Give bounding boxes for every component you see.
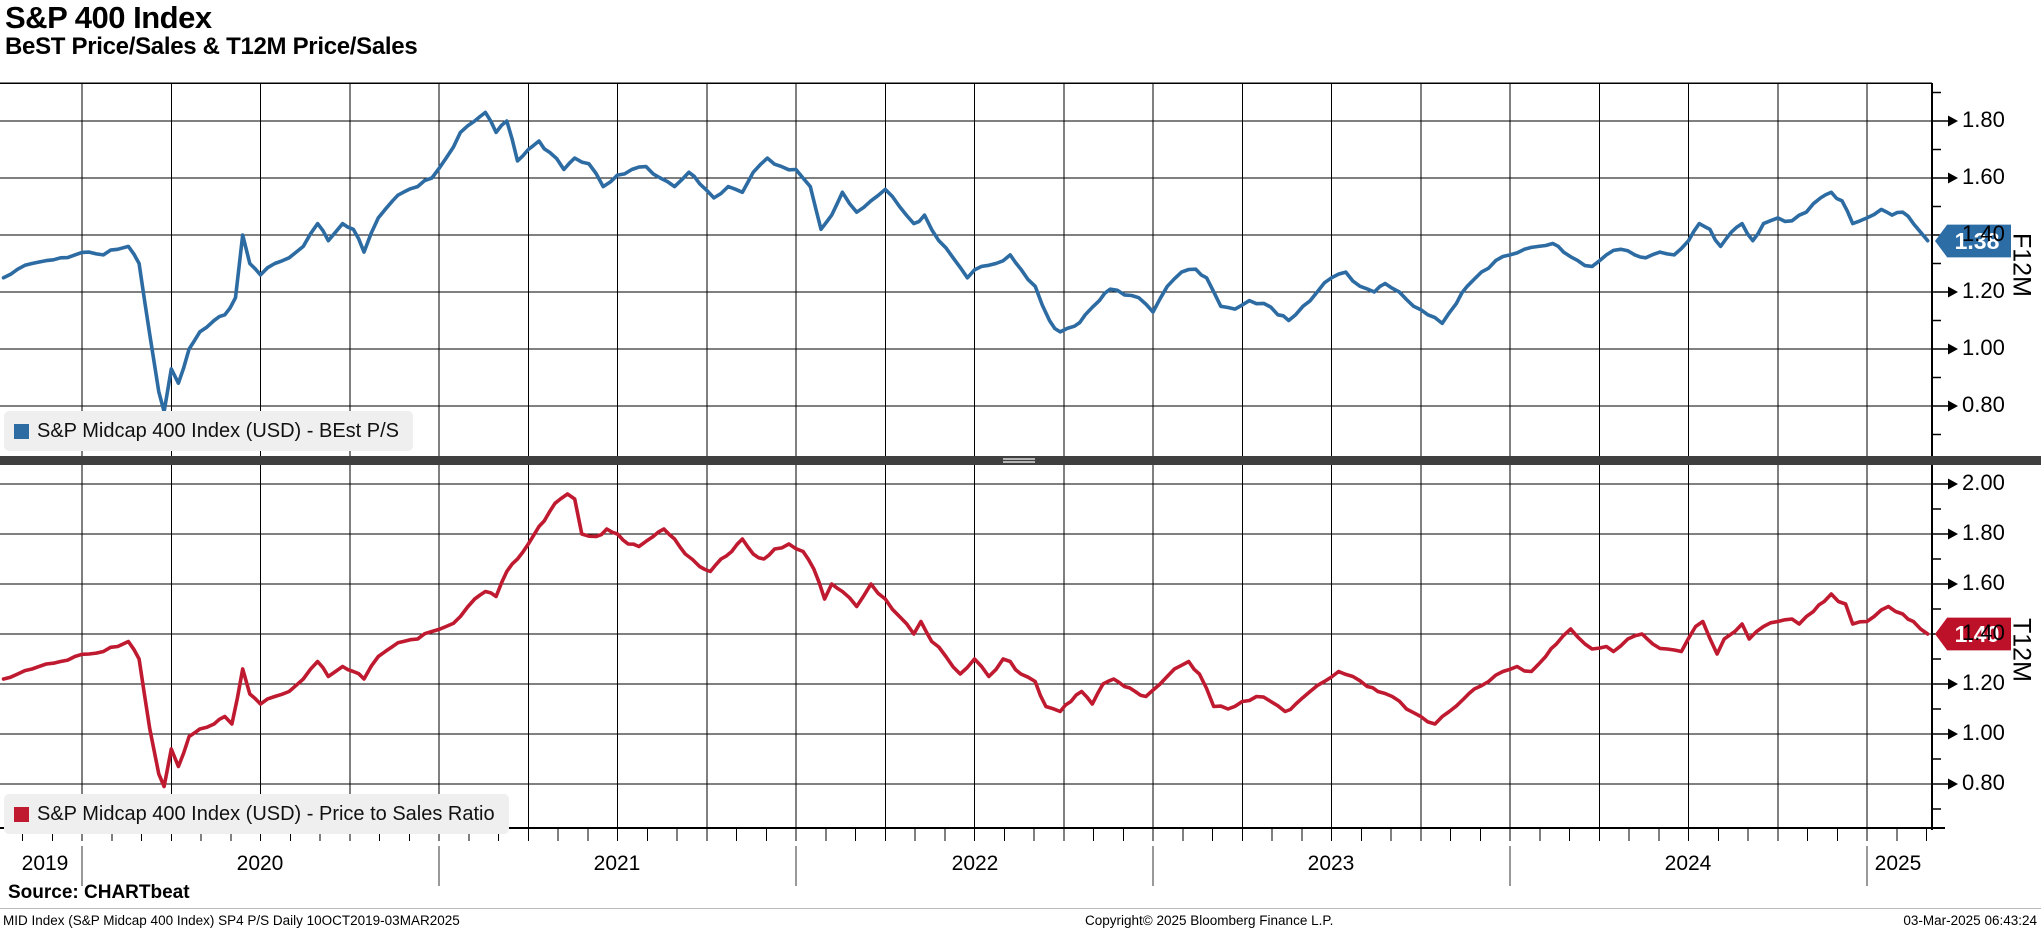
last-value-badge-t12m: 1.40 bbox=[1935, 617, 2011, 651]
axis-title-f12m: F12M bbox=[2007, 233, 2036, 297]
panel-divider-grip[interactable] bbox=[1003, 458, 1035, 463]
footer-copyright: Copyright© 2025 Bloomberg Finance L.P. bbox=[1085, 913, 1334, 928]
legend-swatch-blue-icon bbox=[14, 423, 29, 439]
legend-label: S&P Midcap 400 Index (USD) - Price to Sa… bbox=[37, 802, 495, 825]
footer-divider-rule bbox=[0, 908, 2041, 909]
footer-description: MID Index (S&P Midcap 400 Index) SP4 P/S… bbox=[3, 913, 460, 928]
last-value-badge-f12m: 1.38 bbox=[1935, 224, 2011, 258]
page-title: S&P 400 Index bbox=[5, 0, 212, 35]
footer-source: Source: CHARTbeat bbox=[8, 882, 190, 903]
axis-title-t12m: T12M bbox=[2007, 618, 2036, 682]
legend-best-ps: S&P Midcap 400 Index (USD) - BEst P/S bbox=[4, 411, 414, 451]
legend-price-to-sales: S&P Midcap 400 Index (USD) - Price to Sa… bbox=[4, 794, 509, 834]
legend-label: S&P Midcap 400 Index (USD) - BEst P/S bbox=[37, 419, 400, 442]
legend-swatch-red-icon bbox=[14, 806, 29, 822]
footer-timestamp: 03-Mar-2025 06:43:24 bbox=[1903, 913, 2037, 928]
page-subtitle: BeST Price/Sales & T12M Price/Sales bbox=[5, 33, 418, 60]
panel-divider bbox=[0, 456, 2041, 465]
